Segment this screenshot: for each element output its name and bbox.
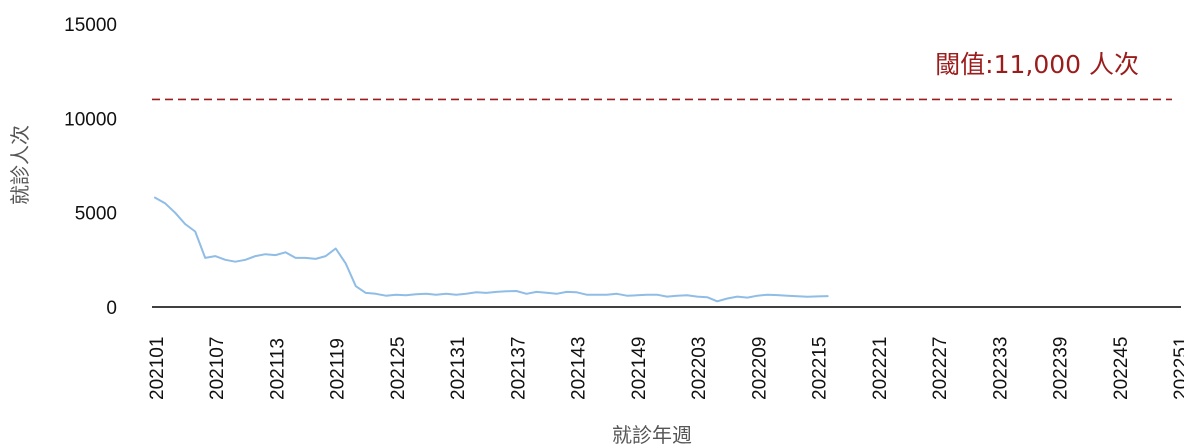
y-axis-title: 就診人次 bbox=[8, 125, 32, 205]
x-tick-label: 202143 bbox=[569, 337, 590, 400]
x-tick-label: 202203 bbox=[689, 337, 710, 400]
x-tick-label: 202113 bbox=[267, 338, 288, 400]
y-axis-ticks: 0 5000 10000 15000 bbox=[64, 15, 117, 319]
x-tick-label: 202107 bbox=[207, 337, 228, 400]
x-tick-label: 202119 bbox=[328, 338, 349, 400]
x-tick-label: 202251 bbox=[1171, 337, 1184, 400]
x-tick-label: 202149 bbox=[629, 337, 650, 400]
x-tick-label: 202221 bbox=[870, 337, 891, 400]
y-tick-label: 5000 bbox=[75, 204, 117, 225]
y-tick-label: 15000 bbox=[64, 15, 117, 36]
x-tick-label: 202101 bbox=[147, 337, 168, 400]
threshold-label: 閾值:11,000 人次 bbox=[935, 50, 1139, 79]
x-tick-label: 202137 bbox=[508, 337, 529, 400]
x-tick-label: 202215 bbox=[810, 337, 831, 400]
x-tick-label: 202131 bbox=[448, 337, 469, 400]
y-tick-label: 10000 bbox=[64, 109, 117, 130]
x-tick-label: 202209 bbox=[749, 337, 770, 400]
x-tick-label: 202239 bbox=[1051, 337, 1072, 400]
y-tick-label: 0 bbox=[106, 298, 117, 319]
x-axis-title: 就診年週 bbox=[612, 423, 692, 447]
x-tick-label: 202245 bbox=[1111, 337, 1132, 400]
x-tick-label: 202125 bbox=[388, 337, 409, 400]
x-axis-ticks: 202101 202107 202113 202119 202125 202131 2021… bbox=[147, 337, 1184, 400]
x-tick-label: 202233 bbox=[990, 337, 1011, 400]
series-line bbox=[154, 196, 829, 303]
x-tick-label: 202227 bbox=[930, 337, 951, 400]
